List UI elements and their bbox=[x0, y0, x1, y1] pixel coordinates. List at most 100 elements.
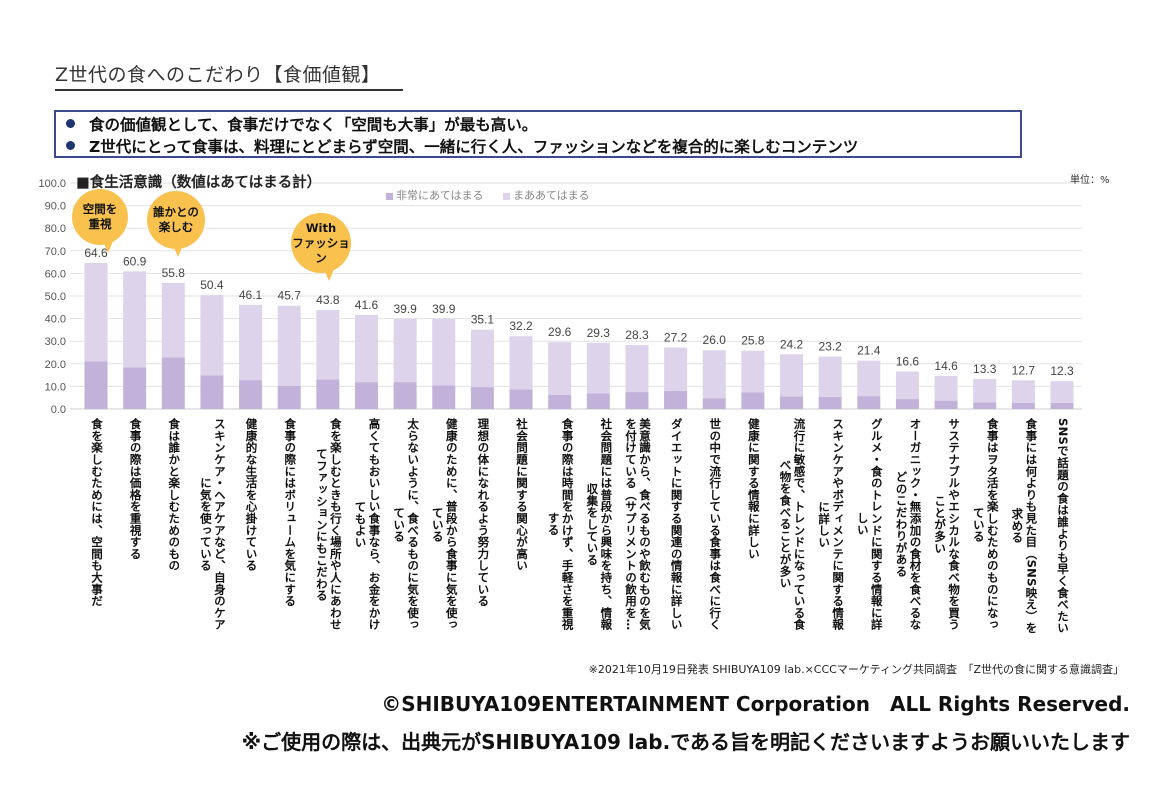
bar-very-applicable bbox=[664, 390, 688, 409]
bar-total-label: 32.2 bbox=[509, 319, 533, 333]
bar-somewhat-applicable bbox=[1011, 380, 1035, 403]
bar-very-applicable bbox=[84, 361, 108, 409]
bar-total-label: 43.8 bbox=[316, 293, 340, 307]
chart-legend: 非常にあてはまる まああてはまる bbox=[386, 187, 606, 203]
bar-very-applicable bbox=[895, 399, 919, 409]
bar-very-applicable bbox=[973, 402, 997, 409]
x-axis-label: スキンケア・ヘアケアなど、自身のケア に気を使っている bbox=[198, 418, 227, 631]
bar-very-applicable bbox=[857, 396, 881, 409]
bar-somewhat-applicable bbox=[934, 376, 958, 401]
bar-somewhat-applicable bbox=[741, 350, 765, 393]
bar-somewhat-applicable bbox=[973, 378, 997, 403]
bar-very-applicable bbox=[1011, 402, 1035, 409]
bar-somewhat-applicable bbox=[239, 304, 263, 381]
bar-total-label: 16.6 bbox=[896, 354, 920, 368]
chart-title: ■食生活意識（数値はあてはまる計） bbox=[76, 175, 322, 191]
bar-total-label: 21.4 bbox=[857, 344, 881, 358]
x-axis-label: 健康に関する情報に詳しい bbox=[746, 418, 761, 560]
bar-total-label: 60.9 bbox=[123, 254, 147, 268]
bar-somewhat-applicable bbox=[354, 314, 378, 383]
bar-total-label: 12.3 bbox=[1050, 364, 1074, 378]
bar-total-label: 46.1 bbox=[239, 288, 263, 302]
bar-total-label: 29.3 bbox=[587, 326, 611, 340]
x-axis-label: 食事の際は時間をかけず、手軽さを重視 する bbox=[546, 418, 575, 631]
x-axis-label: 理想の体になれるよう努力している bbox=[476, 418, 491, 607]
x-axis-label: スキンケアやボディメンテに関する情報 に詳しい bbox=[817, 418, 846, 631]
bar-total-label: 35.1 bbox=[471, 313, 495, 327]
bar-very-applicable bbox=[161, 357, 185, 409]
bar-total-label: 12.7 bbox=[1012, 363, 1036, 377]
bar-very-applicable bbox=[586, 393, 610, 409]
y-tick-label: 30.0 bbox=[45, 336, 66, 348]
usage-note: ※ご使用の際は、出典元がSHIBUYA109 lab.である旨を明記くださいます… bbox=[241, 730, 1130, 754]
unit-label: 単位：% bbox=[1070, 175, 1110, 186]
x-axis-label: 社会問題に関する関心が高い bbox=[515, 418, 530, 572]
bar-somewhat-applicable bbox=[509, 336, 533, 390]
y-tick-label: 0.0 bbox=[51, 404, 66, 416]
bar-very-applicable bbox=[741, 392, 765, 409]
bar-very-applicable bbox=[470, 387, 494, 409]
bar-total-label: 24.2 bbox=[780, 337, 804, 351]
copyright: ©SHIBUYA109ENTERTAINMENT Corporation ALL… bbox=[381, 692, 1130, 716]
x-axis-label: 高くてもおいしい食事なら、お金をかけ てもよい bbox=[353, 418, 382, 631]
bar-somewhat-applicable bbox=[84, 263, 108, 362]
bar-somewhat-applicable bbox=[895, 371, 919, 400]
summary-box: 食の価値観として、食事だけでなく「空間も大事」が最も高い。 Z世代にとって食事は… bbox=[54, 110, 1022, 158]
bar-very-applicable bbox=[316, 379, 340, 409]
x-axis-label: オーガニック・無添加の食材を食べるな どのこだわりがある bbox=[894, 418, 923, 631]
bar-somewhat-applicable bbox=[200, 295, 224, 376]
summary-bullet: Z世代にとって食事は、料理にとどまらず空間、一緒に行く人、ファッションなどを複合… bbox=[66, 136, 1020, 158]
y-tick-label: 50.0 bbox=[45, 291, 66, 303]
y-tick-label: 80.0 bbox=[45, 223, 66, 235]
bar-somewhat-applicable bbox=[277, 305, 301, 386]
bar-somewhat-applicable bbox=[432, 318, 456, 386]
bar-very-applicable bbox=[780, 396, 804, 409]
bar-total-label: 45.7 bbox=[278, 289, 302, 303]
bar-total-label: 28.3 bbox=[625, 328, 649, 342]
x-axis-label: 太らないように、食べるものに気を使っ ている bbox=[392, 418, 421, 631]
y-tick-label: 40.0 bbox=[45, 314, 66, 326]
bar-total-label: 13.3 bbox=[973, 362, 997, 376]
legend-label: まああてはまる bbox=[513, 189, 590, 202]
callout-bubble: 空間を 重視 bbox=[72, 189, 128, 245]
bar-somewhat-applicable bbox=[702, 350, 726, 399]
bar-somewhat-applicable bbox=[548, 342, 572, 395]
bar-very-applicable bbox=[934, 400, 958, 409]
bar-somewhat-applicable bbox=[470, 329, 494, 388]
bar-somewhat-applicable bbox=[316, 310, 340, 380]
summary-text: 食の価値観として、食事だけでなく「空間も大事」が最も高い。 bbox=[89, 116, 538, 134]
bar-very-applicable bbox=[548, 394, 572, 409]
bar-somewhat-applicable bbox=[586, 342, 610, 394]
summary-bullet: 食の価値観として、食事だけでなく「空間も大事」が最も高い。 bbox=[66, 114, 1020, 136]
bar-very-applicable bbox=[354, 382, 378, 409]
x-axis-label: 食は誰かと楽しむためのもの bbox=[167, 418, 182, 572]
x-axis-label: 食を楽しむときも行く場所や人にあわせ てファッションにもこだわる bbox=[314, 418, 343, 631]
bar-somewhat-applicable bbox=[161, 282, 185, 358]
x-axis-label: 食事はヲタ活を楽しむためのものになっ ている bbox=[971, 418, 1000, 631]
x-axis-label: 食事には何よりも見た目（SNS映え）を 求める bbox=[1010, 418, 1039, 634]
bar-total-label: 23.2 bbox=[818, 340, 842, 354]
x-axis-label: 健康のために、普段から食事に気を使っ ている bbox=[430, 418, 459, 631]
bar-total-label: 26.0 bbox=[703, 333, 727, 347]
bar-somewhat-applicable bbox=[857, 360, 881, 397]
y-tick-label: 70.0 bbox=[45, 246, 66, 258]
bar-very-applicable bbox=[702, 398, 726, 409]
x-axis-label: 流行に敏感で、トレンドになっている食 べ物を食べることが多い bbox=[778, 418, 807, 631]
y-tick-label: 100.0 bbox=[38, 178, 66, 190]
bar-somewhat-applicable bbox=[393, 318, 417, 383]
x-axis-label: 健康的な生活を心掛けている bbox=[244, 418, 259, 572]
callout-bubble: With ファッション bbox=[291, 213, 351, 273]
bar-total-label: 55.8 bbox=[162, 266, 186, 280]
legend-swatch bbox=[386, 192, 393, 200]
bar-somewhat-applicable bbox=[818, 356, 842, 398]
bar-very-applicable bbox=[393, 382, 417, 409]
y-tick-label: 60.0 bbox=[45, 268, 66, 280]
y-tick-label: 20.0 bbox=[45, 359, 66, 371]
x-axis-label: サステナブルやエシカルな食べ物を買う ことが多い bbox=[933, 418, 962, 631]
y-tick-label: 10.0 bbox=[45, 381, 66, 393]
x-axis-label: 社会問題には普段から興味を持ち、情報 収集をしている bbox=[585, 418, 614, 631]
bar-very-applicable bbox=[1050, 402, 1074, 409]
bar-somewhat-applicable bbox=[625, 345, 649, 393]
bar-very-applicable bbox=[432, 385, 456, 409]
